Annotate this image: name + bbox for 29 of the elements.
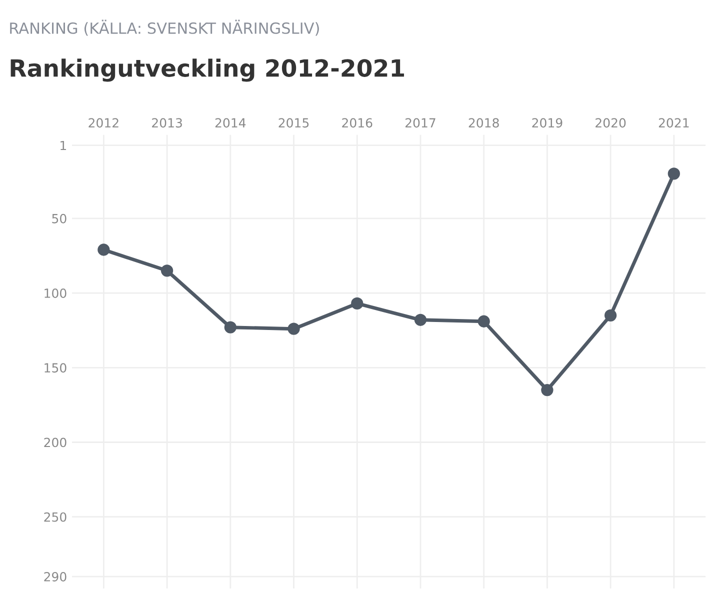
y-tick-label: 50 (52, 214, 66, 224)
point (98, 244, 110, 256)
point (288, 322, 300, 335)
chart-subtitle: RANKING (KÄLLA: SVENSKT NÄRINGSLIV) (10, 20, 319, 36)
y-tick-label: 100 (44, 288, 66, 298)
x-tick-label: 2015 (278, 118, 309, 128)
point (668, 168, 680, 180)
x-tick-label: 2018 (468, 118, 499, 128)
point (351, 297, 364, 310)
y-tick-label: 1 (60, 140, 66, 150)
y-tick-label: 150 (44, 363, 66, 373)
x-tick-label: 2021 (658, 118, 689, 128)
x-tick-label: 2019 (532, 118, 562, 128)
point (414, 314, 427, 326)
y-tick-label: 200 (44, 438, 66, 448)
x-tick-label: 2014 (215, 118, 246, 128)
point (478, 315, 490, 328)
x-tick-label: 2012 (88, 118, 118, 128)
point (224, 321, 236, 334)
x-tick-label: 2016 (342, 118, 372, 128)
x-tick-label: 2013 (152, 118, 182, 128)
point (160, 264, 174, 277)
x-tick-label: 2017 (405, 118, 436, 128)
chart-title: Rankingutveckling 2012-2021 (10, 58, 404, 82)
point (541, 384, 554, 396)
point (604, 309, 617, 322)
y-tick-label: 290 (44, 572, 66, 582)
x-tick-label: 2020 (596, 118, 626, 128)
y-tick-label: 250 (44, 512, 66, 522)
